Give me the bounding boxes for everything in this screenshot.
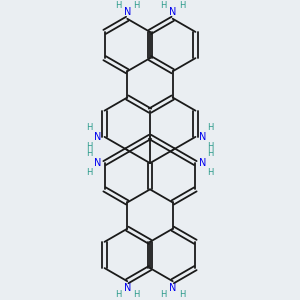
Text: N: N	[94, 132, 101, 142]
Text: H: H	[86, 149, 93, 158]
Text: N: N	[169, 283, 176, 293]
Text: H: H	[160, 290, 167, 299]
Text: H: H	[86, 142, 93, 151]
Text: N: N	[124, 283, 131, 293]
Text: H: H	[86, 168, 93, 177]
Text: H: H	[207, 142, 214, 151]
Text: H: H	[179, 290, 185, 299]
Text: N: N	[169, 7, 176, 17]
Text: H: H	[207, 123, 214, 132]
Text: H: H	[115, 1, 121, 10]
Text: N: N	[199, 132, 206, 142]
Text: H: H	[134, 290, 140, 299]
Text: H: H	[134, 1, 140, 10]
Text: H: H	[160, 1, 167, 10]
Text: H: H	[207, 168, 214, 177]
Text: H: H	[207, 149, 214, 158]
Text: H: H	[115, 290, 121, 299]
Text: H: H	[179, 1, 185, 10]
Text: N: N	[199, 158, 206, 168]
Text: N: N	[94, 158, 101, 168]
Text: N: N	[124, 7, 131, 17]
Text: H: H	[86, 123, 93, 132]
